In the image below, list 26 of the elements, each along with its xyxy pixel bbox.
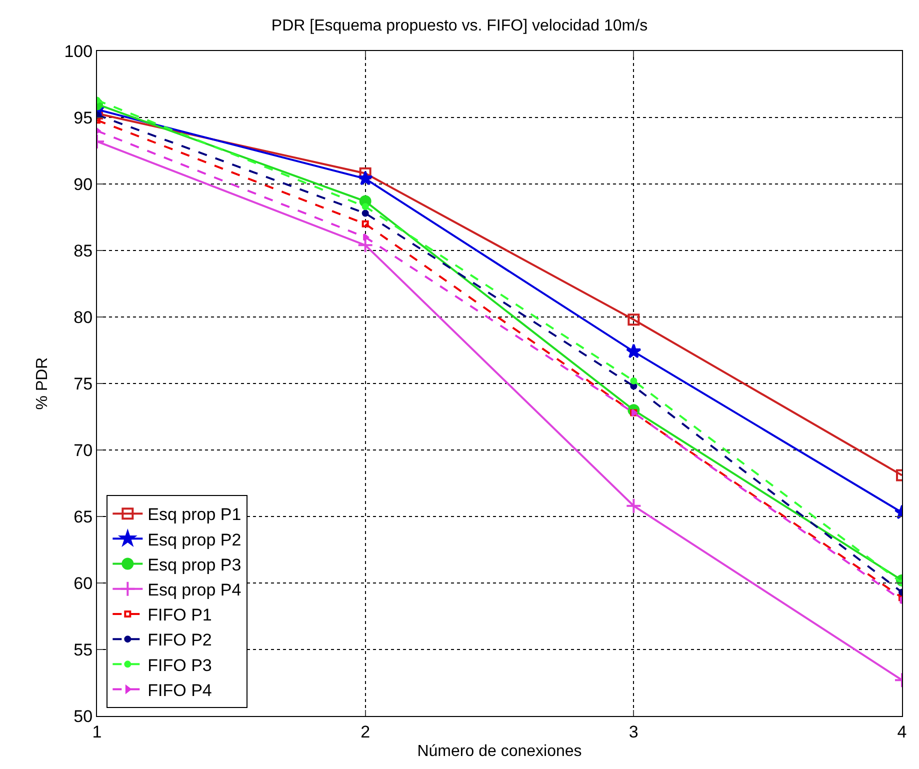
x-axis-title: Número de conexiones: [417, 743, 582, 760]
chart-title: PDR [Esquema propuesto vs. FIFO] velocidad 10m/s: [271, 17, 648, 34]
y-axis-title: % PDR: [34, 357, 52, 410]
legend-label: Esq prop P1: [148, 505, 242, 524]
legend-label: Esq prop P3: [148, 555, 242, 574]
y-tick-label: 80: [74, 308, 93, 327]
y-tick-label: 90: [74, 174, 93, 194]
y-tick-label: 50: [74, 706, 93, 726]
y-tick-label: 55: [74, 640, 93, 660]
legend-label: FIFO P1: [148, 606, 212, 625]
y-tick-label: 85: [74, 241, 93, 260]
y-tick-label: 100: [64, 42, 93, 61]
x-tick-label: 4: [897, 722, 907, 742]
y-tick-label: 75: [74, 374, 93, 394]
legend-label: FIFO P3: [148, 656, 212, 675]
legend-label: Esq prop P2: [148, 530, 242, 550]
legend-label: FIFO P2: [148, 630, 212, 650]
legend-label: FIFO P4: [148, 680, 212, 700]
x-tick-label: 1: [92, 722, 102, 742]
x-tick-label: 3: [628, 722, 638, 742]
y-tick-label: 95: [74, 108, 93, 128]
y-tick-label: 65: [74, 507, 93, 526]
x-tick-label: 2: [360, 722, 370, 742]
legend-label: Esq prop P4: [148, 580, 242, 600]
y-tick-label: 60: [74, 574, 93, 593]
y-tick-label: 70: [74, 440, 93, 460]
